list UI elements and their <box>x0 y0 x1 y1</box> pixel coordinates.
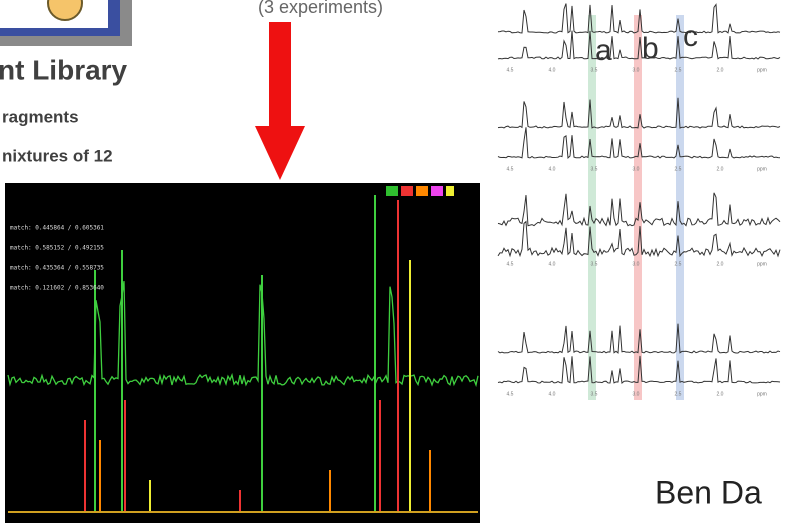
axis-tick-label: 4.5 <box>507 391 514 397</box>
axis-tick-label: ppm <box>757 166 767 172</box>
match-label: match: 0.585152 / 0.492155 <box>10 245 104 252</box>
match-label: match: 0.445864 / 0.605361 <box>10 225 104 232</box>
axis-tick-label: 4.0 <box>549 67 556 73</box>
peak-label: c <box>683 20 698 53</box>
caption: (3 experiments) <box>258 0 383 17</box>
axis-tick-label: 2.5 <box>675 67 682 73</box>
swatch <box>386 186 398 196</box>
axis-tick-label: 2.0 <box>717 391 724 397</box>
axis-tick-label: 4.0 <box>549 261 556 267</box>
swatch <box>416 186 428 196</box>
axis-tick-label: 2.5 <box>675 166 682 172</box>
spectrum-panel <box>5 183 480 523</box>
author: Ben Da <box>655 474 762 510</box>
match-label: match: 0.121602 / 0.853640 <box>10 285 104 292</box>
subtitle-line: nixtures of 12 <box>2 146 113 165</box>
axis-tick-label: ppm <box>757 261 767 267</box>
axis-tick-label: 3.0 <box>633 261 640 267</box>
axis-tick-label: 2.0 <box>717 261 724 267</box>
axis-tick-label: 3.5 <box>591 391 598 397</box>
swatch <box>431 186 443 196</box>
peak-label: a <box>595 34 612 67</box>
axis-tick-label: 4.5 <box>507 261 514 267</box>
peak-label: b <box>642 32 659 65</box>
swatch <box>446 186 454 196</box>
axis-tick-label: 3.0 <box>633 67 640 73</box>
axis-tick-label: 2.0 <box>717 67 724 73</box>
axis-tick-label: 3.0 <box>633 166 640 172</box>
axis-tick-label: 3.5 <box>591 261 598 267</box>
axis-tick-label: 3.0 <box>633 391 640 397</box>
axis-tick-label: 2.5 <box>675 261 682 267</box>
axis-tick-label: ppm <box>757 391 767 397</box>
axis-tick-label: ppm <box>757 67 767 73</box>
match-label: match: 0.435364 / 0.558735 <box>10 265 104 272</box>
arrow-head <box>255 126 305 180</box>
axis-tick-label: 4.5 <box>507 166 514 172</box>
axis-tick-label: 4.5 <box>507 67 514 73</box>
axis-tick-label: 2.0 <box>717 166 724 172</box>
axis-tick-label: 2.5 <box>675 391 682 397</box>
arrow-shaft <box>269 22 291 128</box>
title: nt Library <box>0 54 128 85</box>
axis-tick-label: 4.0 <box>549 166 556 172</box>
axis-tick-label: 3.5 <box>591 67 598 73</box>
slide-canvas: (3 experiments) nt Library ragments nixt… <box>0 0 788 523</box>
axis-tick-label: 4.0 <box>549 391 556 397</box>
slide: (3 experiments) nt Library ragments nixt… <box>0 0 788 523</box>
swatch <box>401 186 413 196</box>
subtitle-line: ragments <box>2 107 79 126</box>
axis-tick-label: 3.5 <box>591 166 598 172</box>
